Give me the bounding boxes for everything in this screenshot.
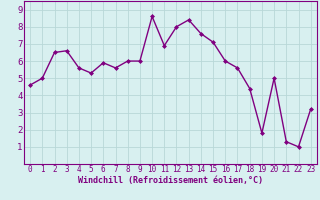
- X-axis label: Windchill (Refroidissement éolien,°C): Windchill (Refroidissement éolien,°C): [78, 176, 263, 185]
